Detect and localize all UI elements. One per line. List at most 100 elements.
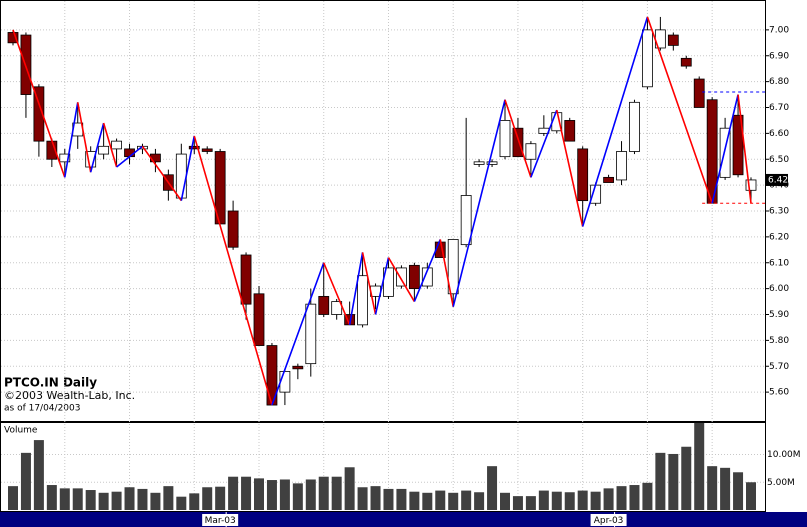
candle-body xyxy=(447,239,459,295)
candle-body xyxy=(525,143,537,160)
volume-bar xyxy=(176,496,187,510)
y-tick-label: 7.00 xyxy=(769,25,789,35)
volume-bar xyxy=(577,490,588,510)
candle-body xyxy=(499,120,511,158)
x-tick-label: Mar-03 xyxy=(205,516,236,526)
zigzag-segment xyxy=(452,99,506,307)
volume-bar xyxy=(707,466,718,510)
zigzag-segment xyxy=(530,109,558,178)
volume-bar xyxy=(137,488,148,510)
zigzag-segment xyxy=(322,262,351,326)
volume-bar xyxy=(642,482,653,510)
candle-body xyxy=(357,275,368,326)
x-label-box xyxy=(202,514,239,526)
zigzag-segment xyxy=(64,102,79,178)
y-tick-label: 5.90 xyxy=(769,310,789,320)
volume-title: Volume xyxy=(4,426,38,436)
volume-bar xyxy=(487,466,498,510)
volume-bar xyxy=(266,480,277,510)
zigzag-segment xyxy=(374,257,390,315)
volume-bar xyxy=(33,440,44,510)
candle-body xyxy=(745,179,757,191)
zigzag-segment xyxy=(102,122,118,168)
volume-bar xyxy=(241,476,252,510)
volume-bar xyxy=(500,492,510,510)
candle-body xyxy=(292,365,304,370)
volume-bar xyxy=(590,491,601,510)
y-tick-label: 6.20 xyxy=(769,232,789,242)
volume-bar xyxy=(435,490,446,510)
candle-body xyxy=(719,127,731,178)
zigzag-segment xyxy=(271,262,325,406)
candle-body xyxy=(577,148,589,202)
candle-body xyxy=(331,301,343,315)
y-tick-label: 6.60 xyxy=(769,129,789,139)
volume-bar xyxy=(305,479,316,510)
last-price-label: 6.42 xyxy=(768,175,788,185)
volume-bar xyxy=(551,491,562,510)
y-tick-label: 6.10 xyxy=(769,258,789,268)
volume-bar xyxy=(331,476,342,510)
candle-body xyxy=(616,151,627,181)
candle-body xyxy=(227,210,239,248)
volume-bar xyxy=(448,492,459,510)
candle-body xyxy=(680,57,692,67)
volume-bar xyxy=(681,446,692,510)
y-tick-label: 6.80 xyxy=(769,77,789,87)
y-tick-label: 5.60 xyxy=(769,388,789,398)
zigzag-segment xyxy=(387,257,416,302)
y-tick-label: 6.50 xyxy=(769,155,789,165)
x-label-box xyxy=(590,514,627,526)
volume-bar xyxy=(422,492,433,510)
zigzag-segment xyxy=(581,16,649,227)
zigzag-segment xyxy=(76,102,92,173)
zigzag-segment xyxy=(141,145,182,202)
y-tick-label: 10.00M xyxy=(767,450,801,460)
candle-body xyxy=(175,153,187,199)
candle-body xyxy=(408,264,420,290)
volume-bar xyxy=(98,492,109,510)
volume-bar xyxy=(292,483,303,510)
volume-bar xyxy=(396,488,407,510)
volume-bar xyxy=(564,492,575,510)
volume-bar xyxy=(85,490,96,510)
x-tick-label: Apr-03 xyxy=(594,516,624,526)
volume-bar xyxy=(370,486,381,510)
candle-body xyxy=(667,34,679,46)
zigzag-segment xyxy=(556,109,584,227)
zigzag-segment xyxy=(89,122,105,173)
volume-bar xyxy=(733,472,744,510)
volume-bar xyxy=(655,452,666,510)
candle-body xyxy=(33,86,45,142)
volume-bar xyxy=(163,486,174,510)
candle-body xyxy=(318,295,330,315)
volume-bar xyxy=(215,486,226,510)
volume-bar xyxy=(746,482,756,510)
candle-body xyxy=(85,151,97,168)
volume-panel xyxy=(0,422,766,512)
volume-bar xyxy=(72,488,83,510)
volume-bar xyxy=(461,490,472,510)
zigzag-segment xyxy=(711,94,739,204)
y-tick-label: 5.80 xyxy=(769,336,789,346)
volume-bar xyxy=(694,422,705,510)
candle-body xyxy=(603,176,614,183)
candle-body xyxy=(396,267,407,287)
chart-note: as of 17/04/2003 xyxy=(4,404,80,414)
candle-body xyxy=(111,140,122,150)
candle-body xyxy=(473,161,485,165)
volume-bar xyxy=(357,487,368,510)
volume-bar xyxy=(383,488,394,510)
volume-bar xyxy=(254,478,264,510)
volume-bar xyxy=(344,467,355,510)
volume-bar xyxy=(525,496,536,510)
candle-body xyxy=(201,148,213,152)
volume-bar xyxy=(202,487,213,510)
volume-bar xyxy=(668,453,679,510)
zigzag-segment xyxy=(12,29,66,178)
volume-bar xyxy=(279,479,290,510)
y-tick-label: 6.00 xyxy=(769,284,789,294)
candle-body xyxy=(564,120,576,142)
candle-body xyxy=(253,293,265,346)
